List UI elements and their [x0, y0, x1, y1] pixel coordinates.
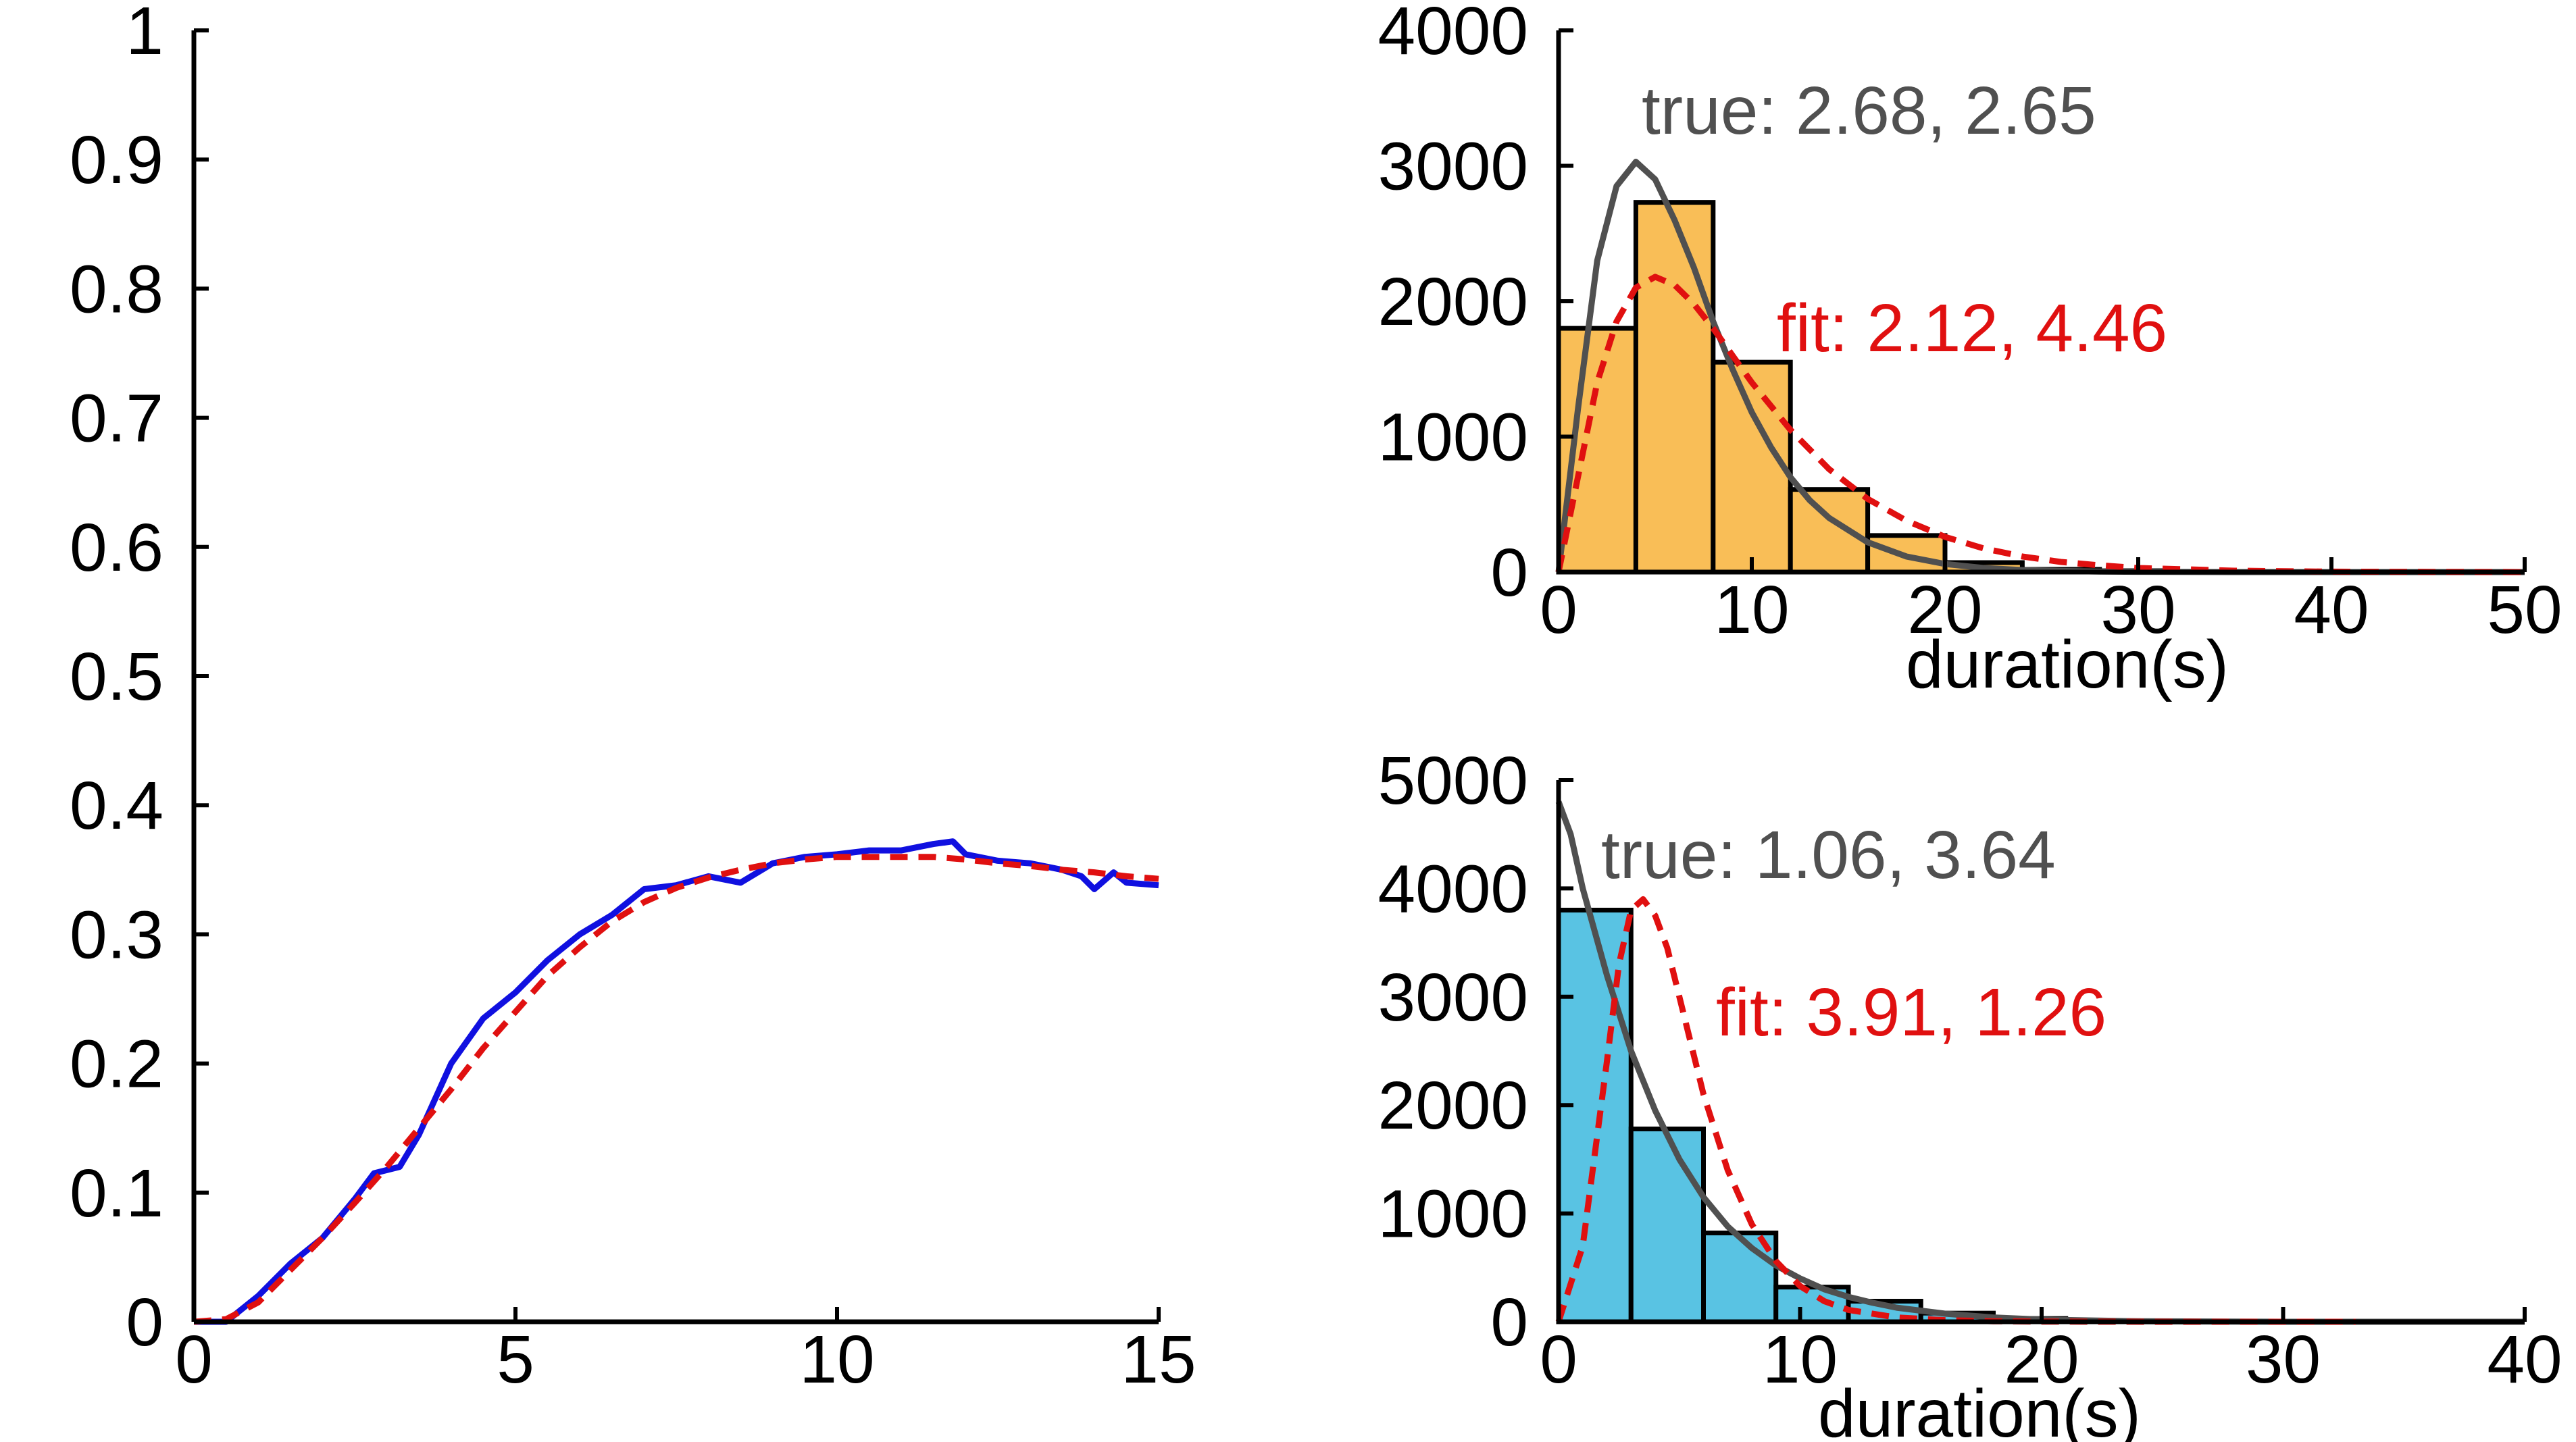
x-tick-label-2: 20 — [1907, 572, 1982, 648]
y-tick-label-2: 0.2 — [70, 1027, 163, 1102]
x-axis-label: duration(s) — [1906, 627, 2229, 702]
x-tick-label-0: 0 — [1540, 572, 1577, 648]
x-tick-label-4: 40 — [2487, 1322, 2562, 1397]
y-tick-label-7: 0.7 — [70, 381, 163, 457]
x-tick-label-3: 30 — [2100, 572, 2175, 648]
x-tick-label-0: 0 — [1540, 1322, 1577, 1397]
fit-curve-1 — [1555, 274, 2525, 575]
bar-2 — [1711, 359, 1793, 575]
x-tick-label-1: 5 — [497, 1322, 534, 1397]
y-tick-label-4: 4000 — [1378, 851, 1528, 927]
fit-params-label: fit: 2.12, 4.46 — [1777, 290, 2167, 366]
panel-bottom-right: 0 10 20 30 40010002000300040005000duration(s… — [1378, 743, 2562, 1442]
x-tick-label-3: 30 — [2246, 1322, 2321, 1397]
y-tick-label-1: 0.1 — [70, 1156, 163, 1231]
y-tick-label-2: 2000 — [1378, 1068, 1528, 1143]
x-tick-label-0: 0 — [175, 1322, 213, 1397]
y-tick-label-0: 0 — [1490, 1285, 1528, 1360]
y-tick-label-10: 1 — [126, 0, 163, 69]
y-tick-label-3: 3000 — [1378, 129, 1528, 205]
y-tick-label-8: 0.8 — [70, 251, 163, 327]
bar-1 — [1628, 1126, 1706, 1324]
panel-left: 0 5 10 15 0 0.1 0.2 0.3 0.4 0.5 0.6 0.7 0.8 0.9 1 — [70, 0, 1196, 1397]
bar-1 — [1633, 200, 1716, 575]
x-tick-label-5: 50 — [2487, 572, 2562, 648]
y-tick-label-3: 0.3 — [70, 897, 163, 973]
true-params-label: true: 2.68, 2.65 — [1642, 73, 2096, 149]
x-tick-label-1: 10 — [1763, 1322, 1838, 1397]
bar-3 — [1788, 487, 1871, 575]
x-tick-label-1: 10 — [1714, 572, 1789, 648]
x-tick-label-3: 15 — [1121, 1322, 1196, 1397]
y-tick-label-6: 0.6 — [70, 510, 163, 586]
y-tick-label-1: 1000 — [1378, 1177, 1528, 1252]
y-tick-label-0: 0 — [126, 1285, 163, 1360]
true-params-label: true: 1.06, 3.64 — [1601, 817, 2056, 893]
fit-params-label: fit: 3.91, 1.26 — [1716, 975, 2106, 1050]
y-tick-label-4: 0.4 — [70, 768, 163, 844]
x-tick-label-4: 40 — [2294, 572, 2369, 648]
y-tick-label-1: 1000 — [1378, 400, 1528, 475]
x-tick-label-2: 10 — [799, 1322, 874, 1397]
y-tick-label-0: 0 — [1490, 535, 1528, 611]
y-tick-label-4: 4000 — [1378, 0, 1528, 69]
y-tick-label-5: 5000 — [1378, 743, 1528, 819]
y-tick-label-9: 0.9 — [70, 122, 163, 198]
panel-top-right: 0 10 20 30 40 50 0 1000 2000 3000 4000 duration(s) t… — [1378, 0, 2562, 702]
y-tick-label-3: 3000 — [1378, 960, 1528, 1035]
x-axis-label: duration(s) — [1818, 1376, 2141, 1442]
x-tick-label-2: 20 — [2004, 1322, 2079, 1397]
data-curve-0 — [194, 838, 1159, 1325]
fit-curve-1 — [193, 854, 1159, 1325]
y-tick-label-5: 0.5 — [70, 639, 163, 715]
y-tick-label-2: 2000 — [1378, 264, 1528, 340]
